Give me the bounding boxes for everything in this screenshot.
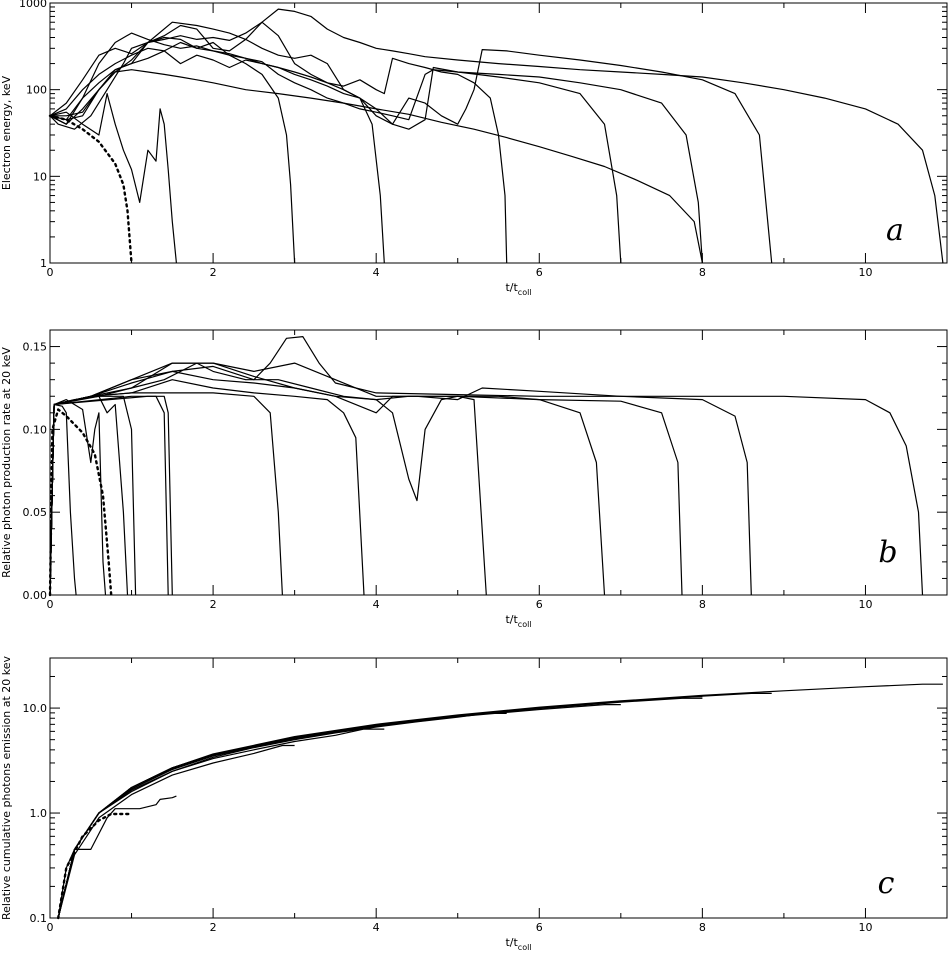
series-line-dotted	[48, 408, 113, 597]
series-line	[49, 362, 752, 596]
y-tick-label: 1	[40, 257, 47, 270]
series-line	[49, 362, 487, 596]
series-line	[49, 36, 296, 264]
y-tick-label: 100	[26, 84, 47, 97]
x-tick-label: 10	[858, 921, 872, 934]
series-line	[49, 362, 683, 596]
x-tick-label: 2	[210, 266, 217, 279]
x-axis-label: t/tcoll	[505, 613, 531, 629]
x-tick-label: 2	[210, 921, 217, 934]
series-line	[57, 795, 177, 919]
series-line	[49, 395, 129, 596]
series-line	[49, 21, 773, 264]
panel-a-energy-chart: 0 2 4 6 8 10 1 10 100 1000 t/tcoll Electron energy,…	[0, 0, 948, 297]
y-tick-label: 0.10	[23, 423, 48, 436]
y-tick-label: 0.1	[30, 912, 48, 925]
x-tick-label: 0	[47, 921, 54, 934]
x-tick-label: 6	[536, 598, 543, 611]
series-line-dotted	[57, 812, 133, 920]
x-tick-label: 4	[373, 266, 380, 279]
y-tick-label: 10	[33, 170, 47, 183]
series-line	[49, 69, 703, 264]
series-line	[57, 728, 385, 919]
series-line	[49, 395, 137, 596]
x-tick-label: 0	[47, 266, 54, 279]
series-line	[49, 21, 385, 264]
panel-letter: a	[886, 213, 904, 248]
series-line	[57, 696, 703, 919]
x-tick-label: 8	[699, 598, 706, 611]
y-tick-label: 0.05	[23, 506, 48, 519]
panel-b-photon-rate-chart: 0 2 4 6 8 10 0.00 0.05 0.10 0.15 t/tcoll Relative p…	[0, 329, 948, 629]
y-axis-label: Electron energy, keV	[0, 75, 13, 190]
y-tick-label: 1.0	[30, 807, 48, 820]
x-tick-label: 4	[373, 921, 380, 934]
series-line	[49, 395, 173, 596]
series-line	[57, 697, 703, 919]
series-line	[49, 379, 365, 596]
y-tick-label: 1000	[19, 0, 47, 10]
x-tick-label: 4	[373, 598, 380, 611]
series-line	[49, 336, 924, 596]
plot-frame	[49, 657, 948, 919]
x-tick-label: 2	[210, 598, 217, 611]
x-tick-label: 10	[858, 598, 872, 611]
x-tick-label: 8	[699, 266, 706, 279]
panel-letter: b	[878, 535, 897, 570]
panel-letter: c	[878, 866, 895, 901]
x-tick-label: 0	[47, 598, 54, 611]
x-tick-label: 6	[536, 921, 543, 934]
y-tick-label: 0.15	[23, 341, 48, 354]
plot-frame	[49, 2, 948, 264]
y-tick-label: 10.0	[23, 702, 48, 715]
series-line	[57, 683, 943, 919]
series-line	[50, 8, 944, 264]
series-line	[49, 41, 703, 264]
y-axis-label: Relative photon production rate at 20 ke…	[0, 347, 13, 578]
x-axis-label: t/tcoll	[505, 936, 531, 952]
series-line	[49, 32, 622, 264]
y-axis-label: Relative cumulative photons emission at …	[0, 656, 13, 920]
series-line	[49, 93, 177, 264]
series-line	[49, 47, 508, 264]
y-tick-label: 0.00	[23, 589, 48, 602]
series-line	[57, 744, 295, 919]
x-tick-label: 8	[699, 921, 706, 934]
panel-c-cumulative-emission-chart: 0 2 4 6 8 10 0.1 1.0 10.0 t/tcoll Relative cumulat…	[0, 656, 948, 952]
series-line	[57, 704, 621, 919]
series-line	[57, 692, 772, 919]
x-tick-label: 10	[858, 266, 872, 279]
x-tick-label: 6	[536, 266, 543, 279]
series-line	[49, 399, 107, 596]
x-axis-label: t/tcoll	[505, 281, 531, 297]
